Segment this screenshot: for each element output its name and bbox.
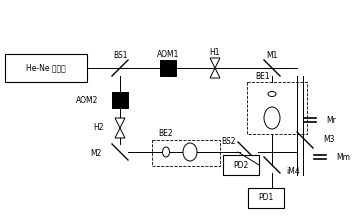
Bar	[5, 54, 87, 82]
Ellipse shape	[163, 147, 169, 157]
Text: AOM1: AOM1	[157, 49, 179, 58]
Polygon shape	[210, 58, 220, 68]
Polygon shape	[115, 128, 125, 138]
Text: H2: H2	[93, 124, 104, 133]
Text: BE1: BE1	[256, 72, 270, 80]
Bar	[223, 155, 259, 175]
Bar	[112, 92, 128, 108]
Text: Mm: Mm	[336, 153, 350, 162]
Text: M2: M2	[91, 150, 102, 158]
Ellipse shape	[183, 143, 197, 161]
Ellipse shape	[264, 107, 280, 129]
Text: M3: M3	[323, 136, 334, 145]
Text: PD1: PD1	[258, 194, 274, 203]
Text: iM4: iM4	[286, 167, 300, 175]
Bar	[248, 188, 284, 208]
Text: Mr: Mr	[326, 116, 336, 124]
Bar	[247, 82, 307, 134]
Text: BS2: BS2	[221, 138, 235, 146]
Text: PD2: PD2	[233, 160, 248, 170]
Text: H1: H1	[210, 48, 220, 56]
Polygon shape	[210, 68, 220, 78]
Bar	[160, 60, 176, 76]
Bar	[152, 140, 220, 166]
Text: BS1: BS1	[113, 51, 127, 60]
Text: He-Ne 激光器: He-Ne 激光器	[26, 63, 66, 73]
Ellipse shape	[268, 92, 276, 97]
Text: M1: M1	[266, 51, 278, 60]
Polygon shape	[115, 118, 125, 128]
Text: BE2: BE2	[159, 129, 173, 138]
Text: AOM2: AOM2	[76, 95, 98, 104]
